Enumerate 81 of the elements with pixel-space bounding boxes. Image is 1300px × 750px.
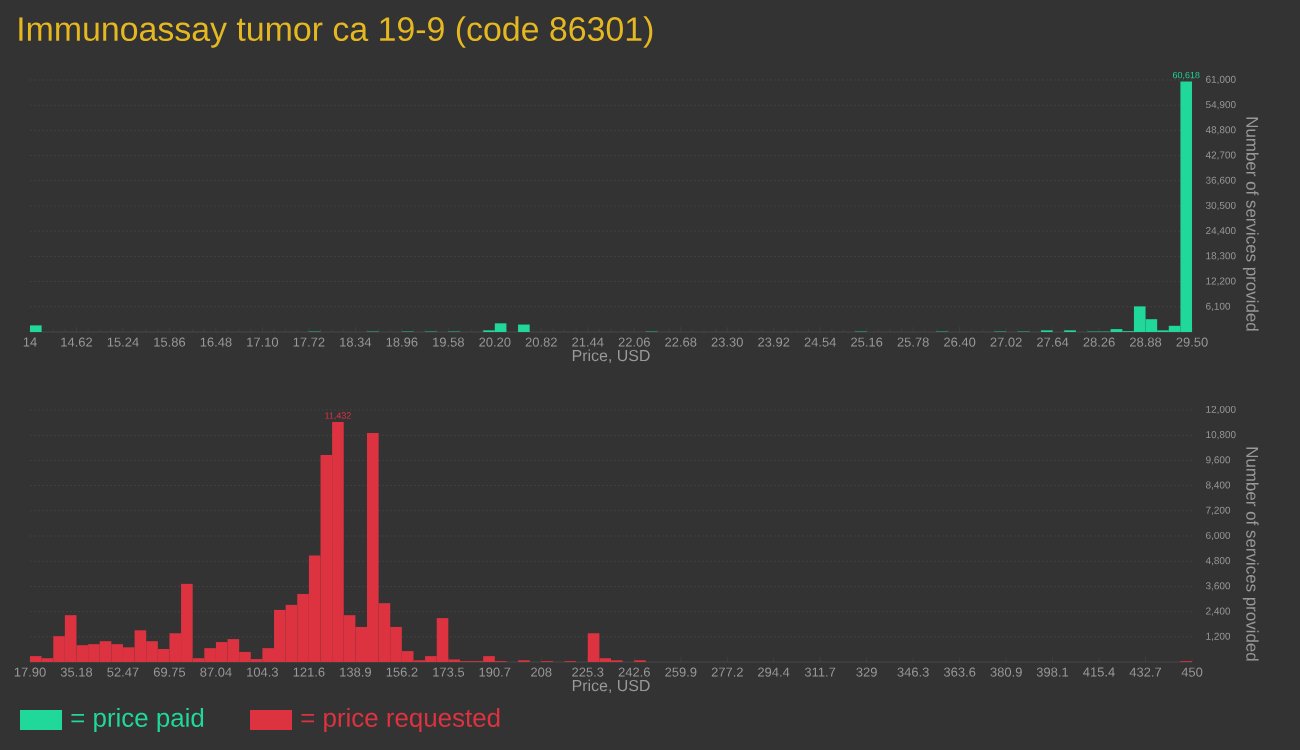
x-tick-label: 17.10 bbox=[247, 337, 279, 347]
x-tick-label: 225.3 bbox=[572, 667, 604, 677]
y-tick-label: 6,000 bbox=[1206, 531, 1231, 541]
x-tick-label: 18.96 bbox=[386, 337, 418, 347]
x-tick-label: 311.7 bbox=[804, 667, 836, 677]
x-tick-label: 22.06 bbox=[618, 337, 650, 347]
x-tick-label: 208 bbox=[531, 667, 552, 677]
x-tick-label: 15.24 bbox=[107, 337, 139, 347]
legend-label: = price requested bbox=[301, 707, 500, 733]
y-axis-title: Number of services provided bbox=[1242, 447, 1259, 661]
x-tick-label: 27.02 bbox=[990, 337, 1022, 347]
data-label: 60,618 bbox=[1172, 71, 1200, 80]
y-tick-label: 61,000 bbox=[1206, 75, 1236, 85]
y-tick-label: 3,600 bbox=[1205, 582, 1231, 591]
x-tick-label: 173.5 bbox=[433, 667, 465, 677]
x-tick-label: 432.7 bbox=[1129, 667, 1162, 677]
x-tick-label: 329 bbox=[856, 667, 877, 677]
legend-label: = price paid bbox=[71, 707, 204, 733]
y-tick-label: 18,300 bbox=[1206, 252, 1236, 261]
x-tick-label: 28.88 bbox=[1130, 337, 1162, 347]
x-tick-label: 22.68 bbox=[665, 337, 697, 347]
y-tick-label: 8,400 bbox=[1205, 481, 1231, 490]
x-tick-label: 259.9 bbox=[665, 667, 697, 677]
y-tick-label: 36,600 bbox=[1205, 176, 1236, 185]
x-tick-label: 17.90 bbox=[14, 667, 46, 677]
x-tick-label: 28.26 bbox=[1083, 337, 1115, 347]
y-tick-label: 12,200 bbox=[1206, 277, 1236, 286]
x-tick-label: 69.75 bbox=[153, 667, 186, 677]
y-axis-title: Number of services provided bbox=[1242, 117, 1259, 331]
x-tick-label: 29.50 bbox=[1176, 337, 1208, 347]
y-tick-label: 12,000 bbox=[1206, 405, 1236, 415]
y-tick-label: 4,800 bbox=[1205, 557, 1231, 566]
x-tick-label: 25.78 bbox=[897, 337, 929, 347]
y-tick-label: 7,200 bbox=[1206, 506, 1231, 515]
x-tick-label: 190.7 bbox=[479, 667, 511, 677]
x-tick-label: 24.54 bbox=[804, 337, 837, 347]
x-tick-label: 20.20 bbox=[479, 337, 511, 347]
y-tick-label: 30,500 bbox=[1205, 201, 1236, 211]
y-tick-label: 9,600 bbox=[1206, 456, 1231, 465]
x-tick-label: 23.92 bbox=[758, 337, 790, 347]
x-tick-label: 23.30 bbox=[711, 337, 743, 347]
x-tick-label: 17.72 bbox=[293, 337, 325, 347]
x-tick-label: 277.2 bbox=[711, 667, 743, 677]
x-tick-label: 16.48 bbox=[200, 337, 232, 347]
x-tick-label: 20.82 bbox=[525, 337, 557, 347]
y-tick-label: 1,200 bbox=[1206, 632, 1231, 641]
x-tick-label: 242.6 bbox=[618, 667, 650, 677]
x-tick-label: 104.3 bbox=[247, 667, 278, 677]
x-tick-label: 35.18 bbox=[60, 667, 93, 677]
y-tick-label: 10,800 bbox=[1206, 431, 1236, 440]
y-tick-label: 2,400 bbox=[1206, 607, 1231, 616]
x-tick-label: 26.40 bbox=[944, 337, 976, 347]
y-tick-label: 24,400 bbox=[1206, 227, 1236, 236]
x-tick-label: 346.3 bbox=[897, 667, 929, 677]
x-tick-label: 14 bbox=[23, 337, 37, 347]
y-tick-label: 42,700 bbox=[1205, 151, 1236, 160]
y-tick-label: 6,100 bbox=[1206, 302, 1231, 311]
x-tick-label: 415.4 bbox=[1083, 667, 1115, 677]
x-tick-label: 450 bbox=[1181, 667, 1203, 677]
x-tick-label: 15.86 bbox=[154, 337, 186, 347]
y-tick-label: 48,800 bbox=[1205, 126, 1236, 135]
x-tick-label: 21.44 bbox=[572, 337, 604, 347]
x-tick-label: 398.1 bbox=[1036, 667, 1069, 677]
chart-title: Immunoassay tumor ca 19-9 (code 86301) bbox=[19, 16, 653, 48]
x-tick-label: 363.6 bbox=[943, 667, 976, 677]
x-tick-label: 294.4 bbox=[758, 667, 790, 677]
x-tick-label: 121.6 bbox=[293, 667, 325, 677]
x-tick-label: 52.47 bbox=[107, 667, 139, 677]
x-tick-label: 156.2 bbox=[386, 667, 418, 677]
data-label: 11,432 bbox=[325, 412, 351, 420]
x-axis-title: Price, USD bbox=[572, 679, 650, 694]
x-tick-label: 14.62 bbox=[61, 337, 93, 347]
x-tick-label: 25.16 bbox=[851, 337, 883, 347]
x-tick-label: 18.34 bbox=[340, 337, 372, 347]
x-tick-label: 380.9 bbox=[990, 667, 1022, 677]
x-tick-label: 87.04 bbox=[200, 667, 232, 677]
x-tick-label: 27.64 bbox=[1037, 337, 1069, 347]
y-tick-label: 54,900 bbox=[1205, 101, 1236, 110]
x-axis-title: Price, USD bbox=[572, 349, 650, 364]
x-tick-label: 19.58 bbox=[433, 337, 464, 347]
x-tick-label: 138.9 bbox=[340, 667, 371, 677]
